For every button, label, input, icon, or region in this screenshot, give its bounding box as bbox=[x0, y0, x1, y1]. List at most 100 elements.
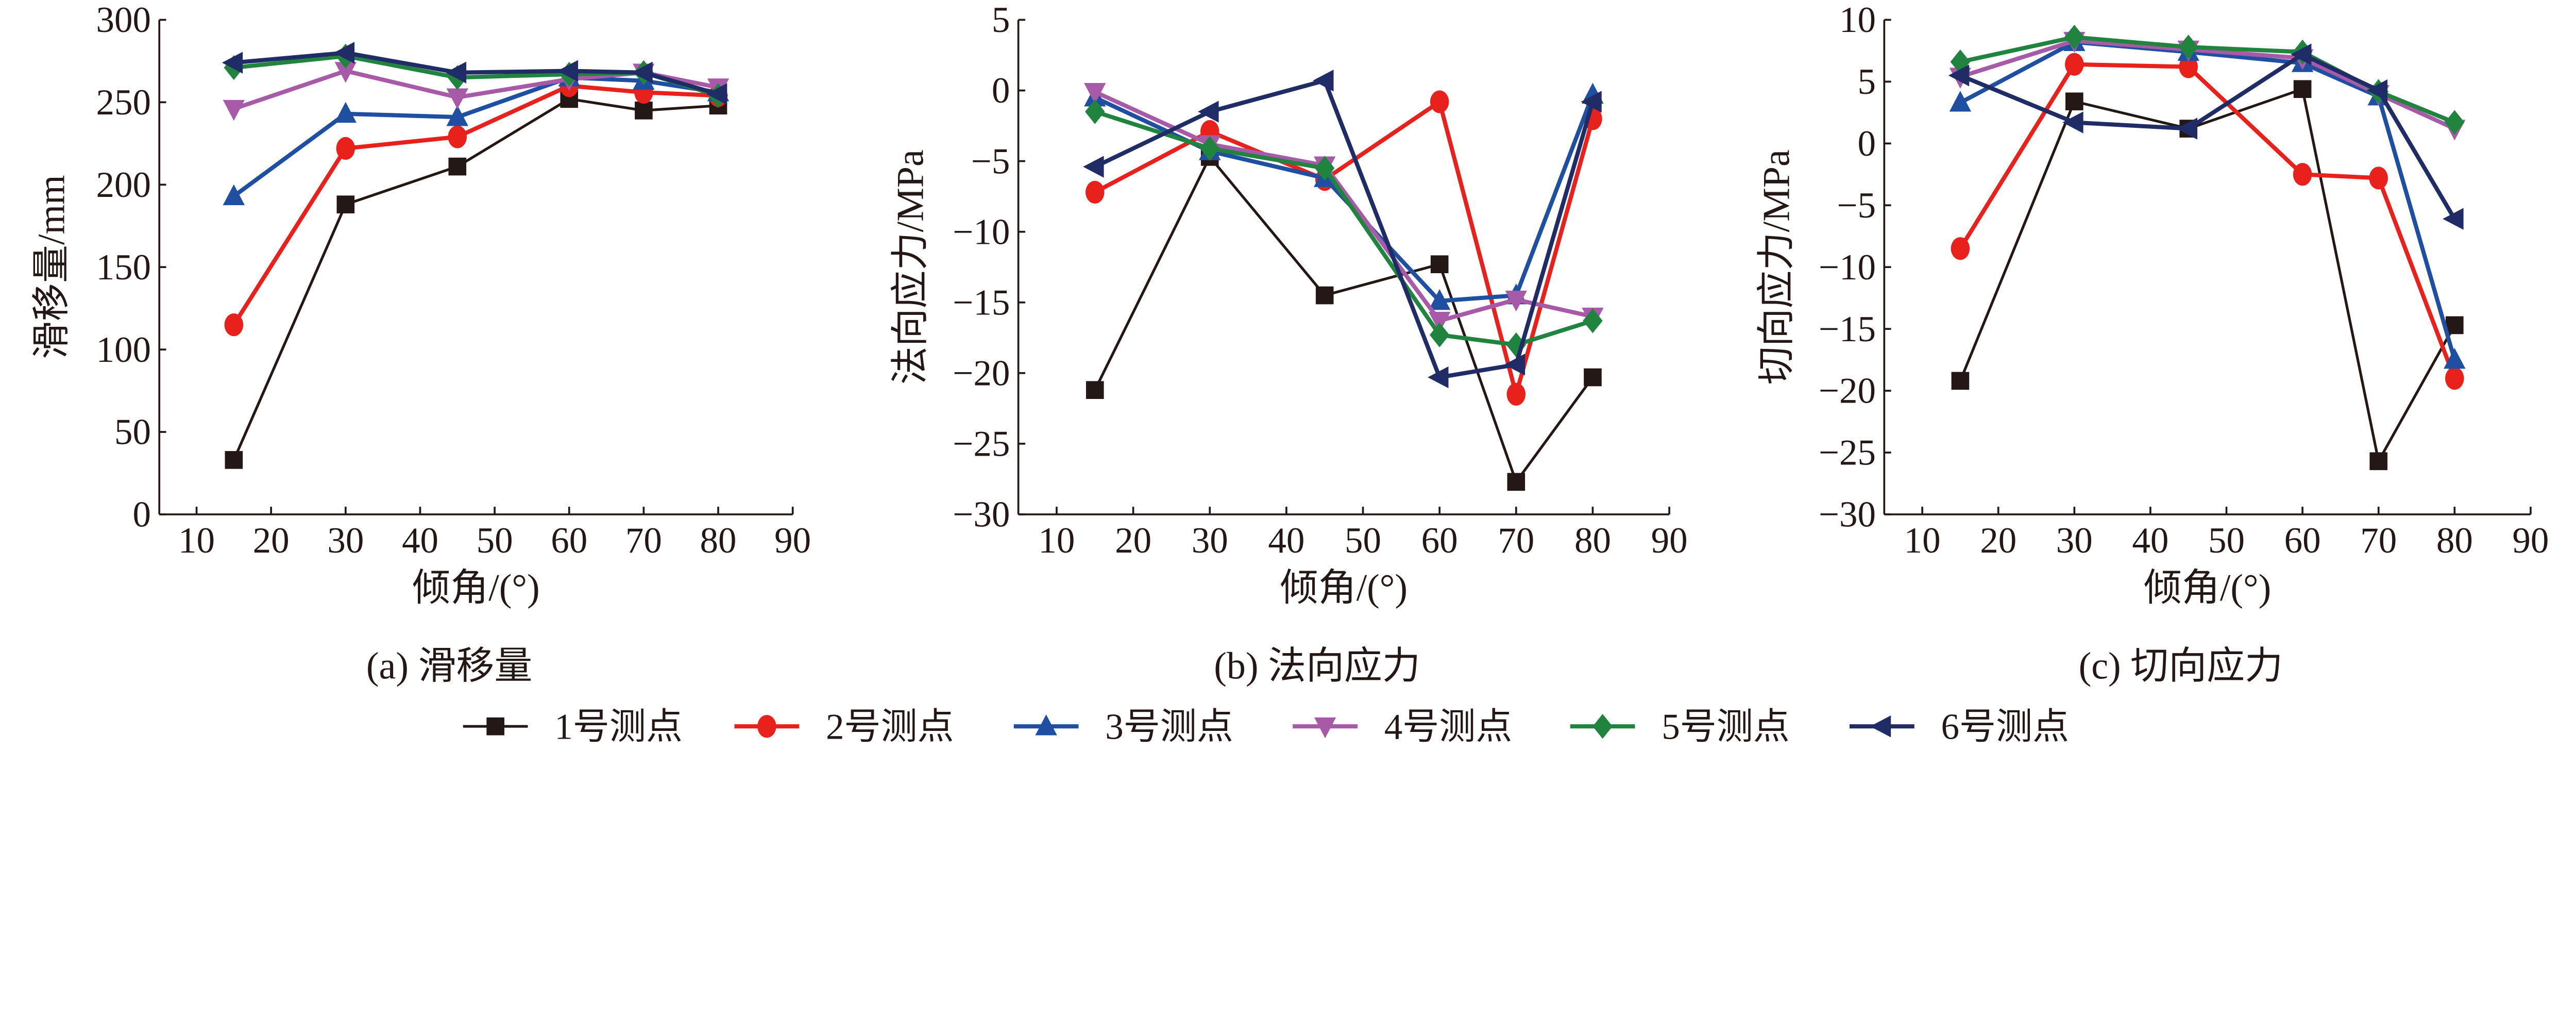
chart-caption: (a) 滑移量 bbox=[366, 645, 533, 688]
data-point bbox=[2291, 43, 2312, 65]
chart-caption: (b) 法向应力 bbox=[1214, 645, 1420, 688]
x-tick-label: 80 bbox=[1574, 521, 1611, 561]
x-tick-label: 30 bbox=[327, 521, 364, 561]
series-line bbox=[1959, 40, 2457, 361]
legend-label: 4号测点 bbox=[1384, 707, 1513, 747]
data-point bbox=[557, 60, 579, 82]
series-line bbox=[1094, 90, 1594, 323]
data-point bbox=[706, 83, 727, 105]
x-tick-label: 80 bbox=[2436, 521, 2473, 561]
legend-label: 3号测点 bbox=[1105, 707, 1233, 747]
y-tick-label: −15 bbox=[953, 282, 1010, 323]
series-line bbox=[1958, 62, 2457, 379]
legend-marker bbox=[486, 717, 504, 736]
y-axis-label: 切向应力/MPa bbox=[1755, 149, 1798, 385]
x-axis-label: 倾角/(°) bbox=[412, 567, 539, 609]
data-point bbox=[336, 195, 355, 213]
data-point bbox=[1083, 156, 1104, 178]
legend-item: 3号测点 bbox=[1013, 707, 1233, 747]
y-tick-label: −20 bbox=[953, 353, 1010, 393]
x-tick-label: 20 bbox=[1980, 521, 2016, 561]
x-tick-label: 50 bbox=[1345, 521, 1381, 561]
data-point bbox=[1948, 64, 1970, 87]
x-tick-label: 50 bbox=[2208, 521, 2245, 561]
data-point bbox=[1199, 136, 1220, 161]
y-tick-label: −10 bbox=[953, 212, 1010, 252]
y-tick-label: 50 bbox=[114, 412, 151, 453]
legend-marker bbox=[1592, 714, 1613, 739]
data-point bbox=[1084, 82, 1106, 104]
y-tick-label: 0 bbox=[1858, 124, 1876, 164]
series-line bbox=[1094, 78, 1595, 380]
y-axis-label: 滑移量/mm bbox=[30, 175, 73, 359]
data-point bbox=[1428, 366, 1449, 389]
legend-label: 6号测点 bbox=[1941, 707, 2070, 747]
data-point bbox=[1315, 286, 1334, 305]
x-tick-label: 90 bbox=[774, 521, 811, 561]
y-tick-label: 0 bbox=[132, 495, 151, 535]
x-axis-label: 倾角/(°) bbox=[1280, 567, 1408, 609]
data-point bbox=[445, 61, 467, 84]
data-point bbox=[2176, 118, 2198, 140]
chart-panel-3: −30 −25 −20 −15 −10 −5 0 5 10 10 20 30 40 50 60 70 80 90 倾… bbox=[1755, 0, 2549, 688]
series-line bbox=[1959, 88, 2456, 463]
series-line bbox=[1959, 39, 2456, 131]
data-point bbox=[2446, 316, 2464, 335]
legend: 1号测点 2号测点 3号测点 4号测点 5号测点 6号测点 bbox=[463, 707, 2069, 747]
x-axis-label: 倾角/(°) bbox=[2144, 567, 2271, 609]
y-tick-label: −25 bbox=[953, 424, 1010, 464]
legend-label: 5号测点 bbox=[1662, 707, 1790, 747]
legend-marker bbox=[1035, 714, 1057, 736]
y-tick-label: −15 bbox=[1819, 309, 1876, 349]
data-point bbox=[222, 52, 243, 74]
x-tick-label: 40 bbox=[402, 521, 438, 561]
x-tick-label: 30 bbox=[1192, 521, 1228, 561]
legend-item: 4号测点 bbox=[1293, 707, 1512, 747]
data-point bbox=[1583, 308, 1603, 333]
x-tick-label: 90 bbox=[1651, 521, 1688, 561]
data-point bbox=[1951, 237, 1970, 260]
data-point bbox=[2293, 80, 2312, 98]
data-point bbox=[2065, 92, 2083, 111]
series-line bbox=[1094, 109, 1594, 347]
data-point bbox=[2064, 25, 2084, 50]
data-point bbox=[1949, 91, 1972, 112]
y-tick-label: −5 bbox=[971, 141, 1010, 181]
legend-item: 5号测点 bbox=[1570, 707, 1790, 747]
figure: 0 50 100 150 200 250 300 10 20 30 40 50 60 70 80 90 倾角/(… bbox=[30, 0, 2549, 747]
chart-panel-1: 0 50 100 150 200 250 300 10 20 30 40 50 60 70 80 90 倾角/(… bbox=[30, 0, 811, 688]
series-6 bbox=[222, 42, 727, 105]
series-6 bbox=[1948, 43, 2464, 230]
x-tick-label: 10 bbox=[1904, 521, 1941, 561]
x-tick-label: 60 bbox=[551, 521, 587, 561]
y-tick-label: 10 bbox=[1839, 0, 1876, 40]
data-point bbox=[1085, 180, 1105, 204]
y-tick-label: −20 bbox=[1819, 371, 1876, 411]
data-point bbox=[1951, 372, 1970, 390]
series-line bbox=[232, 75, 719, 198]
data-point bbox=[223, 99, 245, 121]
chart-panel-2: −30 −25 −20 −15 −10 −5 0 5 10 20 30 40 50 60 70 80 90 倾角/… bbox=[890, 0, 1688, 688]
data-point bbox=[1507, 473, 1526, 491]
data-point bbox=[635, 102, 653, 120]
series-1 bbox=[1951, 80, 2464, 471]
x-tick-label: 50 bbox=[477, 521, 513, 561]
y-tick-label: 150 bbox=[96, 247, 151, 288]
y-tick-label: 5 bbox=[992, 0, 1010, 40]
y-tick-label: 5 bbox=[1858, 62, 1876, 102]
legend-label: 2号测点 bbox=[826, 707, 954, 747]
x-tick-label: 30 bbox=[2056, 521, 2093, 561]
x-tick-label: 70 bbox=[2360, 521, 2397, 561]
series-5 bbox=[1085, 99, 1603, 358]
x-tick-label: 40 bbox=[1268, 521, 1304, 561]
data-point bbox=[336, 137, 355, 160]
x-tick-label: 10 bbox=[1038, 521, 1075, 561]
x-tick-label: 20 bbox=[253, 521, 290, 561]
data-point bbox=[2369, 166, 2388, 190]
data-point bbox=[1584, 368, 1602, 387]
legend-marker bbox=[1870, 715, 1891, 738]
y-tick-label: 0 bbox=[992, 71, 1010, 111]
data-point bbox=[2445, 110, 2465, 135]
y-tick-label: −30 bbox=[1819, 495, 1876, 535]
